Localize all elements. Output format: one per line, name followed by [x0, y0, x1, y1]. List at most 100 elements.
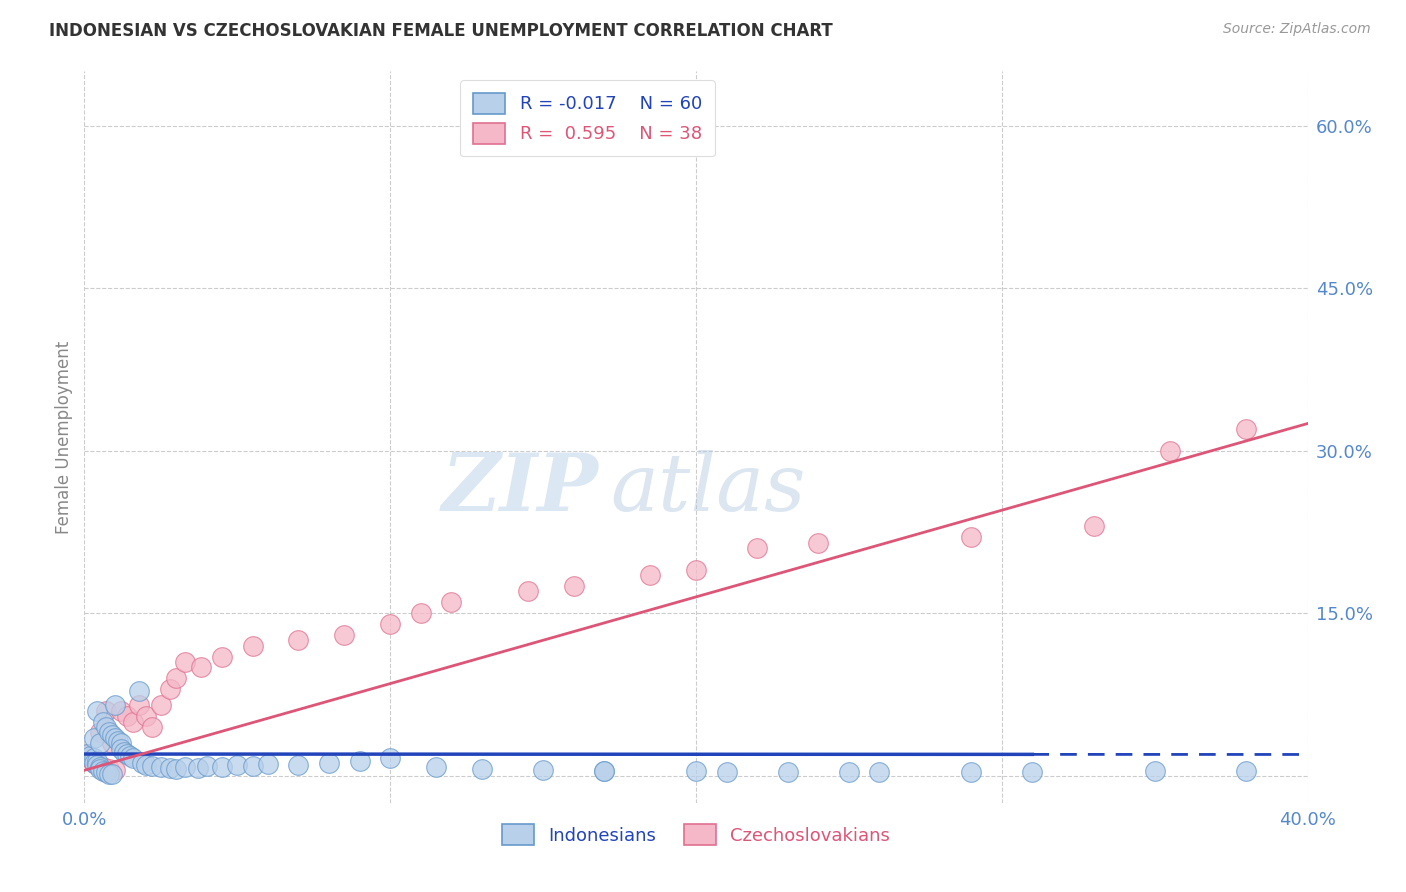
Text: ZIP: ZIP [441, 450, 598, 527]
Point [97, 762, 120, 776]
Point [122, 714, 145, 729]
Point [110, 736, 132, 750]
Point [165, 671, 187, 685]
Point [1143, 764, 1166, 779]
Point [79, 751, 101, 765]
Point [471, 762, 494, 776]
Point [94, 704, 117, 718]
Point [104, 698, 127, 713]
Point [135, 709, 157, 723]
Point [86, 704, 108, 718]
Point [409, 606, 432, 620]
Point [91, 714, 114, 729]
Point [149, 698, 172, 713]
Point [97, 766, 120, 780]
Point [1236, 422, 1258, 436]
Point [76, 747, 98, 761]
Point [257, 756, 280, 771]
Point [120, 749, 142, 764]
Point [333, 628, 356, 642]
Point [89, 736, 111, 750]
Point [101, 727, 124, 741]
Point [97, 725, 120, 739]
Point [211, 649, 233, 664]
Point [141, 759, 163, 773]
Point [195, 759, 218, 773]
Point [960, 765, 983, 780]
Text: atlas: atlas [610, 450, 806, 527]
Point [593, 764, 616, 779]
Point [638, 568, 661, 582]
Point [349, 754, 371, 768]
Point [1021, 765, 1043, 780]
Point [807, 535, 830, 549]
Point [242, 639, 264, 653]
Point [86, 754, 108, 768]
Point [89, 760, 111, 774]
Point [242, 759, 264, 773]
Point [226, 757, 249, 772]
Point [86, 757, 108, 772]
Point [685, 764, 707, 779]
Point [101, 766, 124, 780]
Point [685, 563, 707, 577]
Point [107, 734, 129, 748]
Point [94, 720, 117, 734]
Point [190, 660, 212, 674]
Point [89, 762, 111, 776]
Point [101, 736, 124, 750]
Point [110, 704, 132, 718]
Point [562, 579, 585, 593]
Legend: Indonesians, Czechoslovakians: Indonesians, Czechoslovakians [495, 817, 897, 852]
Point [131, 756, 153, 770]
Point [531, 764, 554, 778]
Point [1159, 443, 1181, 458]
Point [593, 764, 616, 779]
Point [159, 761, 181, 775]
Point [174, 760, 197, 774]
Point [115, 709, 138, 723]
Point [516, 584, 538, 599]
Point [186, 761, 208, 775]
Point [287, 633, 309, 648]
Point [122, 751, 145, 765]
Point [112, 745, 135, 759]
Point [110, 741, 132, 756]
Point [149, 760, 172, 774]
Point [128, 684, 150, 698]
Point [318, 756, 340, 770]
Text: INDONESIAN VS CZECHOSLOVAKIAN FEMALE UNEMPLOYMENT CORRELATION CHART: INDONESIAN VS CZECHOSLOVAKIAN FEMALE UNE… [49, 22, 832, 40]
Point [380, 751, 402, 765]
Point [211, 760, 233, 774]
Point [776, 765, 799, 780]
Point [159, 681, 181, 696]
Point [440, 595, 463, 609]
Point [83, 731, 105, 745]
Point [747, 541, 769, 556]
Y-axis label: Female Unemployment: Female Unemployment [55, 341, 73, 533]
Point [91, 764, 114, 779]
Point [287, 757, 309, 772]
Point [104, 764, 127, 778]
Point [83, 751, 105, 765]
Point [89, 725, 111, 739]
Point [141, 720, 163, 734]
Point [135, 757, 157, 772]
Text: Source: ZipAtlas.com: Source: ZipAtlas.com [1223, 22, 1371, 37]
Point [869, 765, 891, 780]
Point [91, 760, 114, 774]
Point [94, 765, 117, 780]
Point [128, 698, 150, 713]
Point [79, 749, 101, 764]
Point [83, 756, 105, 770]
Point [174, 655, 197, 669]
Point [960, 530, 983, 544]
Point [165, 762, 187, 776]
Point [115, 747, 138, 761]
Point [1083, 519, 1105, 533]
Point [425, 760, 447, 774]
Point [838, 765, 860, 780]
Point [104, 731, 127, 745]
Point [716, 765, 738, 780]
Point [86, 757, 108, 772]
